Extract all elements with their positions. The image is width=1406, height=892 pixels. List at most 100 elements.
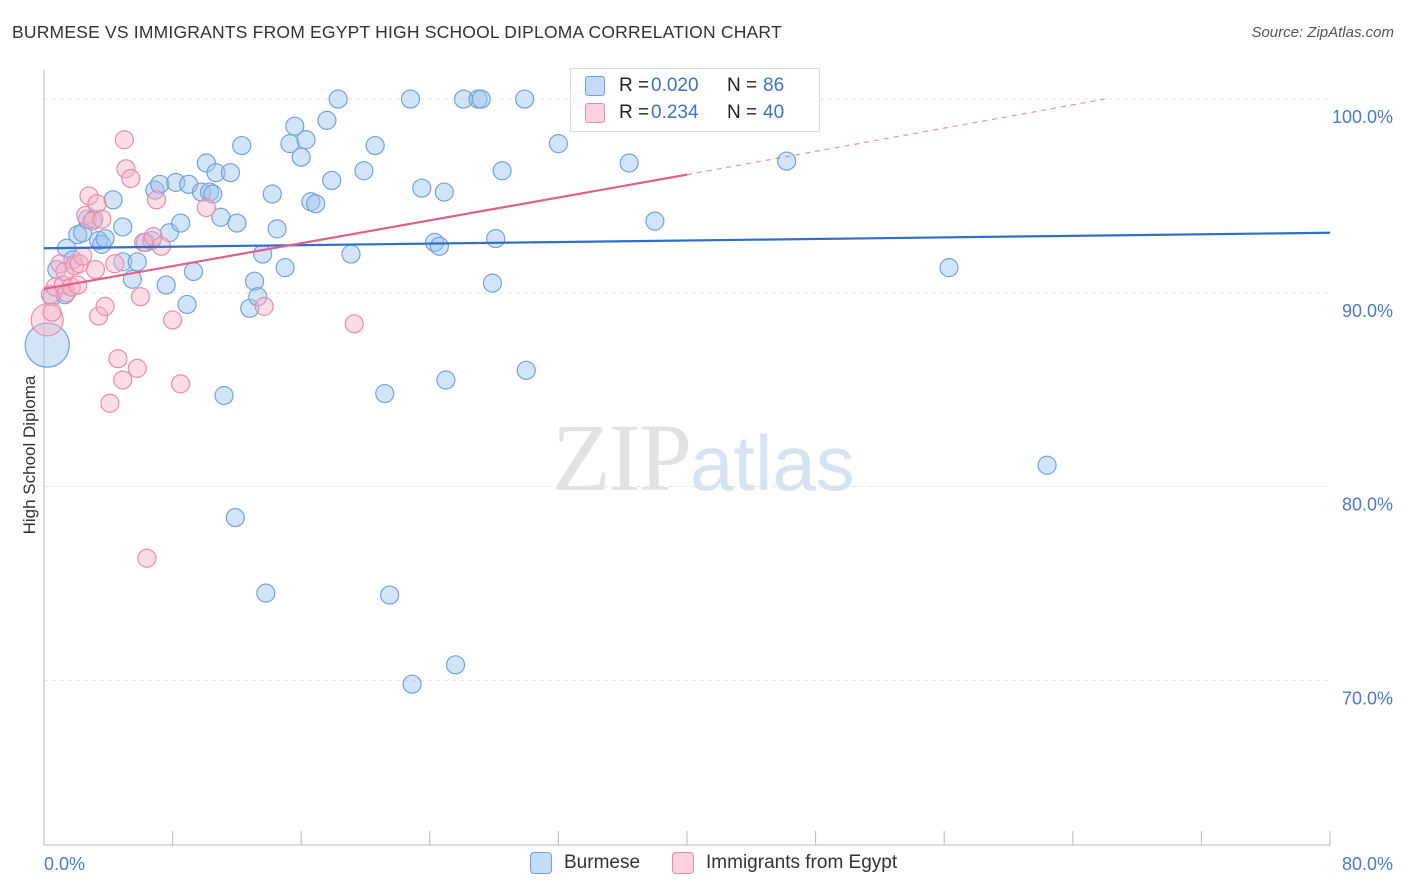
point-burmese bbox=[306, 194, 326, 214]
x-tick-label: 0.0% bbox=[44, 854, 85, 874]
point-burmese bbox=[113, 252, 133, 272]
y-axis-label: High School Diploma bbox=[20, 375, 39, 534]
legend-n-value: 86 bbox=[763, 75, 785, 96]
legend-item-egypt: Immigrants from Egypt bbox=[672, 852, 897, 874]
point-burmese bbox=[248, 287, 268, 307]
y-tick-label: 90.0% bbox=[1342, 301, 1393, 321]
point-burmese bbox=[365, 135, 385, 156]
point-egypt bbox=[89, 306, 109, 326]
point-burmese bbox=[183, 261, 204, 282]
point-egypt bbox=[114, 130, 134, 150]
point-burmese bbox=[244, 271, 265, 291]
point-burmese bbox=[95, 228, 115, 249]
point-egypt bbox=[95, 296, 115, 316]
legend-n-value: 40 bbox=[763, 102, 785, 123]
point-egypt bbox=[85, 259, 106, 280]
point-burmese bbox=[341, 244, 361, 264]
point-burmese bbox=[285, 116, 305, 136]
trend-line-egypt-extension bbox=[686, 98, 1106, 176]
point-burmese bbox=[516, 360, 536, 380]
legend-r-label: R = bbox=[619, 75, 650, 96]
point-burmese bbox=[317, 110, 337, 130]
point-burmese bbox=[291, 147, 311, 167]
point-egypt bbox=[171, 374, 191, 394]
watermark-atlas: atlas bbox=[690, 419, 855, 507]
point-burmese bbox=[275, 258, 295, 278]
point-egypt bbox=[130, 287, 151, 307]
watermark-zip: ZIP bbox=[552, 404, 692, 511]
point-burmese bbox=[156, 275, 176, 295]
point-burmese bbox=[296, 130, 316, 150]
point-burmese bbox=[24, 322, 70, 368]
legend-n-label: N = bbox=[727, 102, 758, 123]
point-egypt bbox=[146, 190, 167, 210]
point-egypt bbox=[105, 254, 125, 274]
point-burmese bbox=[482, 273, 503, 293]
point-egypt bbox=[127, 358, 147, 378]
point-burmese bbox=[220, 163, 241, 183]
x-tick-label: 80.0% bbox=[1342, 854, 1393, 874]
point-burmese bbox=[280, 134, 300, 154]
legend-swatch-egypt bbox=[672, 852, 695, 874]
legend-label-burmese: Burmese bbox=[564, 852, 641, 873]
point-burmese bbox=[777, 151, 797, 171]
point-burmese bbox=[354, 161, 374, 181]
point-egypt bbox=[344, 314, 364, 334]
chart-source: Source: ZipAtlas.com bbox=[1251, 24, 1394, 41]
point-burmese bbox=[375, 383, 395, 404]
point-burmese bbox=[412, 178, 432, 198]
tick-labels: 70.0% 80.0% 90.0% 100.0% 0.0% 80.0% bbox=[44, 107, 1393, 874]
watermark: ZIPatlas bbox=[552, 402, 855, 513]
point-burmese bbox=[548, 134, 569, 154]
point-burmese bbox=[253, 244, 273, 264]
legend-r-label: R = bbox=[619, 102, 650, 123]
point-egypt bbox=[79, 186, 99, 206]
correlation-legend: R = 0.020 N = 86 R = 0.234 N = 40 bbox=[570, 68, 820, 132]
data-points bbox=[24, 89, 1057, 694]
chart-title: BURMESE VS IMMIGRANTS FROM EGYPT HIGH SC… bbox=[12, 22, 782, 42]
point-egypt bbox=[87, 194, 107, 214]
point-burmese bbox=[515, 89, 535, 109]
axes bbox=[43, 70, 1331, 846]
point-egypt bbox=[163, 310, 183, 330]
point-burmese bbox=[206, 163, 226, 183]
point-egypt bbox=[116, 159, 136, 179]
point-burmese bbox=[103, 190, 123, 210]
point-burmese bbox=[486, 228, 506, 249]
trend-lines bbox=[43, 98, 1331, 291]
point-egypt bbox=[108, 349, 128, 369]
point-egypt bbox=[82, 211, 102, 231]
point-burmese bbox=[402, 674, 422, 694]
point-egypt bbox=[196, 197, 216, 218]
legend-swatch-burmese bbox=[585, 76, 605, 96]
point-burmese bbox=[445, 655, 466, 675]
point-egypt bbox=[137, 548, 157, 568]
point-burmese bbox=[227, 213, 247, 233]
point-burmese bbox=[328, 89, 348, 109]
series-legend: Burmese Immigrants from Egypt bbox=[530, 852, 929, 874]
legend-swatch-egypt bbox=[585, 103, 605, 123]
point-egypt bbox=[92, 209, 112, 229]
legend-swatch-burmese bbox=[530, 852, 552, 874]
point-burmese bbox=[150, 174, 170, 194]
point-burmese bbox=[225, 507, 245, 528]
y-tick-label: 70.0% bbox=[1342, 688, 1393, 708]
point-burmese bbox=[645, 211, 665, 231]
point-egypt bbox=[121, 168, 141, 189]
point-egypt bbox=[72, 246, 93, 266]
point-egypt bbox=[143, 227, 163, 247]
legend-r-value: 0.020 bbox=[651, 75, 699, 96]
point-burmese bbox=[127, 252, 147, 272]
legend-row-egypt: R = 0.234 N = 40 bbox=[585, 100, 784, 126]
point-egypt bbox=[254, 296, 274, 316]
point-burmese bbox=[939, 258, 959, 278]
point-egypt bbox=[100, 393, 120, 413]
point-burmese bbox=[429, 236, 450, 256]
point-burmese bbox=[232, 135, 252, 156]
point-burmese bbox=[1037, 455, 1057, 475]
point-burmese bbox=[400, 89, 421, 109]
legend-label-egypt: Immigrants from Egypt bbox=[706, 852, 898, 873]
point-burmese bbox=[92, 234, 112, 254]
point-burmese bbox=[196, 153, 216, 173]
